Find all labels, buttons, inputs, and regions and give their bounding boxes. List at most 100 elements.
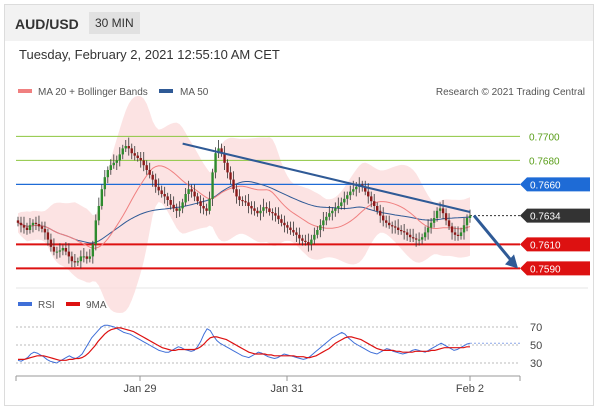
level-label-0.7590: 0.7590 (530, 264, 561, 275)
candle-body (31, 222, 35, 226)
candle-body (367, 191, 370, 197)
level-label-0.7660: 0.7660 (530, 180, 561, 191)
candle-body (52, 246, 56, 252)
candle-body (106, 170, 110, 178)
rsi-tick-30: 30 (530, 358, 542, 370)
candle-body (420, 237, 424, 240)
candle-body (214, 153, 217, 173)
candle-body (465, 218, 469, 226)
bollinger-band-area (18, 96, 470, 313)
ma9-legend-swatch (66, 302, 80, 306)
candle-body (408, 234, 412, 238)
level-badge-0.7590 (520, 261, 590, 276)
candle-body (130, 148, 133, 154)
candle-body (196, 196, 199, 202)
candle-body (109, 165, 112, 170)
candle-body (417, 239, 421, 241)
projection-arrow-head (505, 254, 518, 269)
candle-body (142, 160, 145, 166)
candle-body (34, 222, 38, 224)
trend-lines (182, 142, 518, 269)
attribution-text: Research © 2021 Trading Central (436, 87, 585, 98)
candle-body (67, 251, 71, 257)
candle-body (310, 239, 313, 245)
candle-body (235, 189, 238, 197)
candle-body (450, 226, 454, 233)
candle-body (70, 256, 74, 262)
candle-body (58, 250, 62, 252)
ma9-legend-label: 9MA (86, 300, 107, 311)
candle-body (426, 227, 430, 233)
candle-body (97, 206, 101, 221)
candle-body (22, 225, 26, 228)
candle-body (429, 222, 433, 228)
candle-body (85, 256, 89, 259)
candle-body (414, 238, 418, 240)
candle-body (244, 201, 247, 203)
candle-body (438, 208, 442, 211)
candle-body (79, 256, 83, 262)
candle-body (157, 186, 160, 191)
ma50-legend-swatch (159, 89, 173, 93)
candle-body (187, 189, 190, 194)
candle-body (277, 215, 280, 220)
candle-body (298, 234, 301, 239)
candle-body (100, 189, 104, 206)
candle-body (396, 227, 400, 230)
candle-body (133, 153, 136, 156)
rsi-tick-50: 50 (530, 340, 542, 352)
candle-body (148, 170, 151, 175)
rsi-legend-label: RSI (38, 300, 55, 311)
candle-body (217, 148, 220, 154)
candle-body (25, 227, 29, 230)
candle-body (253, 208, 256, 211)
candle-body (456, 234, 460, 236)
candle-body (387, 222, 391, 226)
candle-body (115, 160, 118, 163)
candle-body (46, 232, 50, 240)
candle-body (118, 154, 121, 161)
candle-body (265, 207, 268, 209)
candle-body (376, 206, 379, 211)
candle-body (307, 242, 310, 245)
candle-body (166, 196, 169, 200)
candle-body (205, 208, 208, 211)
candle-body (241, 200, 244, 202)
rsi-ma9-line (18, 327, 470, 361)
candle-body (340, 202, 343, 206)
candle-body (160, 190, 163, 194)
candle-body (229, 172, 232, 180)
candle-body (462, 225, 466, 233)
candle-body (316, 230, 319, 235)
candle-body (37, 224, 41, 227)
candle-body (82, 256, 86, 258)
candle-body (319, 225, 322, 230)
candle-body (28, 225, 32, 230)
candle-body (208, 198, 211, 211)
level-label-0.7610: 0.7610 (530, 240, 561, 251)
projection-arrow-shaft (472, 214, 514, 263)
resistance-trend-line (182, 142, 471, 213)
candle-body (88, 256, 92, 259)
candle-body (280, 219, 283, 223)
candle-body (384, 220, 388, 223)
candle-body (468, 215, 472, 218)
price-level-labels: 0.7700 0.7680 0.7660 0.7634 0.7610 0.7590 (520, 132, 590, 276)
candle-body (121, 148, 124, 155)
candle-body (49, 239, 53, 247)
candle-body (127, 146, 130, 149)
candle-body (352, 189, 355, 192)
candle-body (136, 155, 139, 158)
candle-body (346, 195, 349, 199)
candle-body (289, 227, 292, 230)
rsi-legend-swatch (18, 302, 32, 306)
candle-body (190, 189, 193, 192)
candle-body (355, 186, 358, 190)
candle-body (151, 174, 154, 180)
candle-body (220, 148, 223, 154)
timeframe-badge[interactable]: 30 MIN (89, 12, 140, 34)
x-tick-label-2: Feb 2 (456, 383, 484, 395)
candle-body (328, 213, 331, 217)
candle-body (283, 222, 286, 226)
